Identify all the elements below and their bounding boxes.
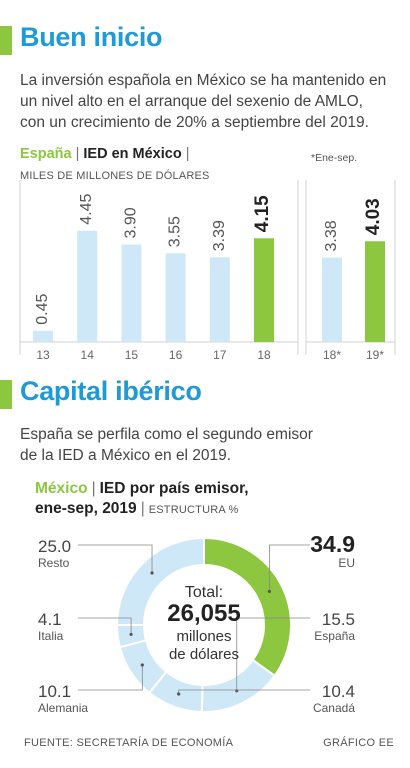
slice-name-label: Alemania (38, 701, 88, 715)
lead-line: un nivel alto en el arranque del sexenio… (20, 93, 363, 110)
donut-center-unit: de dólares (169, 646, 239, 663)
section-accent-bar (0, 26, 12, 55)
bar-chart-units: MILES DE MILLONES DE DÓLARES (20, 170, 210, 182)
pie-chart-units: ESTRUCTURA % (148, 504, 239, 516)
chart-title-topic: IED por país emisor, (99, 480, 249, 497)
slice-value-label: 34.9 (310, 531, 355, 557)
bar-value-label: 3.55 (167, 216, 184, 247)
leader-line (236, 617, 310, 691)
leader-line (78, 664, 143, 691)
donut-center-total: 26,055 (167, 600, 240, 627)
donut-center-caption: Total: (185, 584, 223, 601)
lead-paragraph-1: La inversión española en México se ha ma… (20, 70, 405, 133)
bar-value-label: 0.45 (34, 294, 51, 325)
leader-dot (150, 571, 154, 575)
leader-dot (177, 692, 181, 696)
title-separator: | (185, 146, 190, 162)
x-tick-label: 16 (169, 348, 183, 362)
source-footer: FUENTE: SECRETARÍA DE ECONOMÍA (24, 737, 234, 749)
slice-name-label: Italia (38, 629, 64, 643)
x-tick-label: 18* (323, 348, 341, 362)
bar (365, 241, 385, 342)
chart-title-topic: IED en México (83, 146, 182, 162)
leader-dot (140, 663, 144, 667)
slice-value-label: 10.1 (38, 682, 71, 701)
bar-value-label: 4.45 (78, 194, 95, 225)
bar (209, 257, 230, 342)
chart-title-period: ene-sep, 2019 (35, 500, 137, 517)
leader-dot (267, 589, 271, 594)
lead-paragraph-2: España se perfila como el segundo emisor… (20, 424, 405, 466)
bar (165, 253, 186, 342)
section-title-capital-iberico: Capital ibérico (20, 376, 202, 406)
slice-value-label: 25.0 (38, 537, 71, 556)
leader-line (268, 544, 310, 592)
chart-title-country: México (35, 480, 88, 497)
lead-line: España se perfila como el segundo emisor (20, 426, 313, 443)
bar-value-label: 3.90 (122, 207, 139, 238)
leader-dot (129, 632, 133, 637)
slice-name-label: Canadá (313, 701, 355, 715)
bar-value-label: 4.03 (363, 198, 384, 235)
title-separator: | (75, 146, 80, 162)
title-separator: | (140, 500, 145, 517)
donut-center-unit: millones (176, 628, 231, 645)
title-separator: | (91, 480, 96, 497)
section-accent-bar (0, 380, 12, 409)
credit-footer: GRÁFICO EE (323, 737, 394, 749)
x-tick-label: 19* (366, 348, 384, 362)
pie-chart-title-line2: ene-sep, 2019 | ESTRUCTURA % (35, 500, 239, 518)
bar (33, 330, 53, 342)
bar (77, 230, 98, 342)
x-tick-label: 14 (81, 348, 95, 362)
leader-line (78, 544, 153, 574)
bar-value-label: 3.39 (211, 220, 228, 251)
bar-chart-footnote: *Ene-sep. (311, 152, 358, 164)
lead-line: de la IED a México en el 2019. (20, 447, 232, 464)
slice-name-label: España (314, 629, 355, 643)
slice-value-label: 15.5 (322, 610, 355, 629)
slice-name-label: EU (338, 556, 355, 570)
donut-slice (115, 536, 205, 626)
x-tick-label: 17 (213, 348, 227, 362)
slice-name-label: Resto (38, 556, 70, 570)
slice-value-label: 4.1 (38, 610, 62, 629)
donut-slice (200, 658, 277, 713)
bar-value-label: 4.15 (252, 195, 273, 232)
section-title-buen-inicio: Buen inicio (20, 22, 163, 52)
chart-title-country: España (20, 146, 72, 162)
x-tick-label: 18 (257, 348, 271, 362)
bar-chart: 0.45 13 4.45 14 3.90 15 3.55 16 3.39 17 4.15 18 3.38… (19, 180, 396, 362)
bar (254, 238, 274, 342)
bar (322, 257, 342, 342)
slice-value-label: 10.4 (322, 682, 355, 701)
leader-line (78, 617, 132, 635)
bar-value-label: 3.38 (323, 220, 340, 251)
pie-chart-title-line1: México | IED por país emisor, (35, 480, 249, 498)
x-tick-label: 13 (36, 348, 50, 362)
lead-line: con un crecimiento de 20% a septiembre d… (20, 114, 369, 131)
bar (121, 244, 142, 342)
x-tick-label: 15 (125, 348, 139, 362)
lead-line: La inversión española en México se ha ma… (20, 72, 387, 89)
bar-chart-title: España | IED en México | (20, 146, 193, 162)
